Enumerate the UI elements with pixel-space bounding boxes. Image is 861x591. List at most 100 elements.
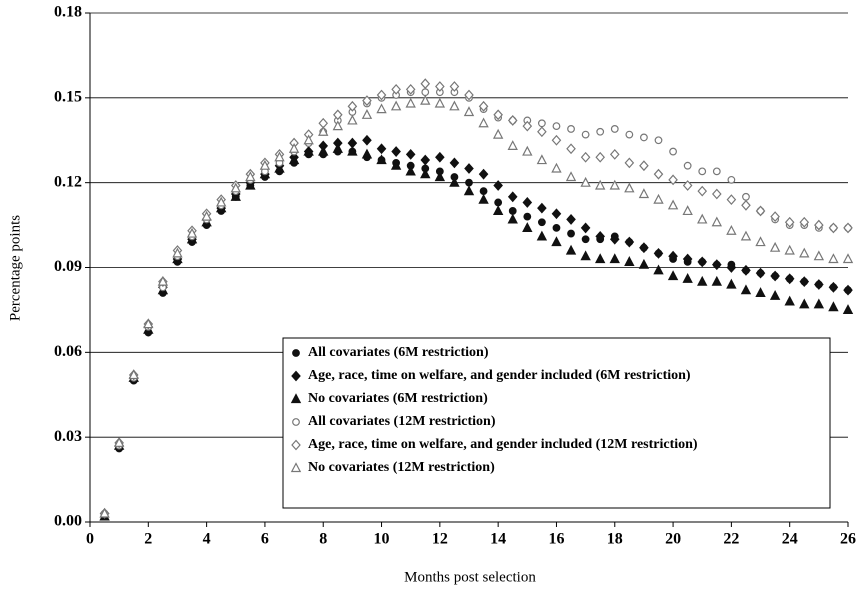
point (814, 219, 824, 231)
point (814, 279, 824, 290)
point (668, 250, 678, 262)
point (435, 81, 445, 92)
point (726, 194, 737, 206)
point (625, 130, 634, 139)
point (288, 142, 300, 153)
point (551, 162, 562, 173)
point (143, 318, 154, 329)
point (493, 109, 503, 121)
point (740, 284, 752, 295)
point (610, 125, 619, 133)
point (682, 273, 693, 283)
point (581, 130, 590, 139)
point (405, 165, 416, 176)
point (361, 109, 373, 119)
point (813, 250, 825, 261)
point (726, 262, 737, 273)
point (566, 214, 576, 225)
point (595, 230, 605, 242)
point (201, 210, 212, 221)
point (697, 213, 708, 224)
legend-label: No covariates (6M restriction) (308, 391, 488, 406)
point (697, 256, 708, 268)
point (653, 168, 664, 180)
x-tick-label: 22 (723, 531, 739, 548)
point (595, 151, 605, 163)
point (609, 253, 620, 264)
point (813, 298, 825, 309)
point (580, 151, 591, 163)
point (580, 222, 591, 234)
point (755, 267, 766, 279)
y-tick-label: 0.09 (54, 258, 82, 275)
point (362, 95, 372, 107)
point (712, 188, 722, 200)
point (712, 167, 721, 176)
x-tick-label: 20 (665, 531, 681, 548)
point (698, 167, 707, 176)
point (843, 284, 853, 296)
point (624, 157, 635, 169)
point (624, 236, 635, 248)
y-tick-label: 0.18 (54, 4, 82, 21)
point (434, 97, 446, 108)
point (449, 176, 460, 187)
point (464, 163, 474, 174)
point (842, 253, 854, 264)
point (390, 100, 402, 111)
point (653, 193, 664, 204)
point (537, 119, 546, 128)
point (376, 143, 387, 155)
x-tick-label: 26 (840, 531, 856, 548)
x-tick-label: 2 (144, 531, 152, 548)
legend-marker (291, 439, 301, 451)
point (755, 205, 766, 217)
point (842, 304, 854, 315)
point (522, 120, 533, 132)
legend-label: All covariates (12M restriction) (308, 414, 496, 429)
point (274, 151, 285, 162)
point (434, 171, 446, 182)
point (769, 289, 781, 300)
x-tick-label: 16 (548, 531, 564, 548)
point (551, 236, 562, 247)
point (449, 157, 460, 169)
point (784, 273, 795, 285)
point (318, 125, 329, 136)
point (799, 276, 810, 288)
point (638, 258, 650, 269)
point (639, 242, 649, 254)
legend-marker (290, 462, 302, 473)
point (581, 235, 590, 244)
point (828, 301, 839, 312)
point (507, 191, 518, 203)
point (478, 117, 489, 128)
point (421, 88, 430, 97)
point (755, 236, 766, 247)
point (697, 275, 708, 286)
point (742, 192, 750, 201)
point (711, 216, 723, 227)
point (537, 202, 547, 214)
x-tick-label: 8 (319, 531, 327, 548)
x-tick-label: 12 (432, 531, 448, 548)
y-tick-label: 0.00 (54, 513, 82, 530)
x-tick-label: 24 (782, 531, 798, 548)
point (740, 230, 752, 241)
point (464, 89, 474, 101)
point (565, 244, 577, 255)
point (828, 281, 839, 293)
point (303, 134, 314, 145)
point (420, 78, 431, 90)
point (361, 148, 373, 159)
point (465, 178, 473, 187)
point (712, 259, 722, 271)
point (784, 216, 795, 228)
x-tick-label: 6 (261, 531, 269, 548)
point (333, 109, 343, 121)
point (376, 103, 387, 114)
y-tick-label: 0.12 (54, 173, 82, 190)
point (536, 154, 548, 165)
point (799, 298, 810, 309)
point (449, 81, 460, 92)
